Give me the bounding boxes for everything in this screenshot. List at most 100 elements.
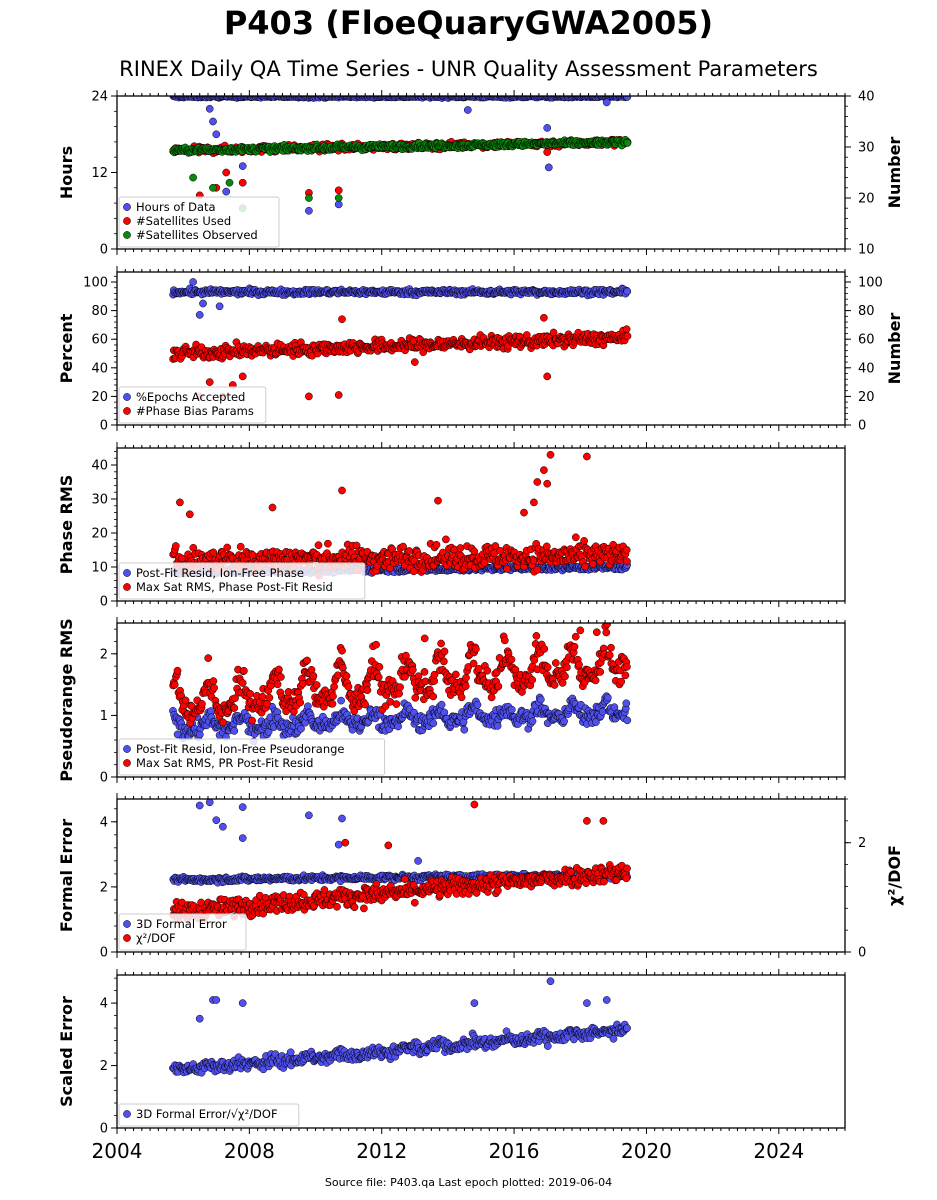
outlier-point <box>238 372 247 381</box>
legend-label: #Phase Bias Params <box>136 404 254 418</box>
y-tick-label: 0 <box>100 595 108 610</box>
data-point <box>623 287 632 296</box>
outlier-point <box>463 106 472 114</box>
legend: Hours of Data#Satellites Used#Satellites… <box>118 196 280 248</box>
outlier-point <box>543 372 552 381</box>
data-point <box>580 537 588 545</box>
data-point <box>314 541 323 550</box>
data-point <box>170 680 179 689</box>
outlier-point <box>209 117 217 126</box>
y-right-tick-label: 20 <box>858 192 875 207</box>
data-point <box>528 717 537 726</box>
y-right-axis-label: Number <box>885 137 904 209</box>
data-point <box>533 565 542 574</box>
legend-label: Max Sat RMS, Phase Post-Fit Resid <box>136 580 333 594</box>
legend-box <box>118 196 280 248</box>
outlier-point <box>520 508 528 517</box>
outlier-point <box>540 466 548 474</box>
outlier-point <box>305 392 313 401</box>
data-point <box>581 562 590 571</box>
y-tick-label: 20 <box>91 527 108 542</box>
legend-label: #Satellites Used <box>136 214 231 228</box>
data-point <box>493 722 502 730</box>
outlier-point <box>334 200 343 209</box>
outlier-point <box>209 183 217 192</box>
data-point <box>473 700 482 709</box>
y-axis-label: Phase RMS <box>57 475 76 575</box>
y-tick-label: 30 <box>91 493 108 508</box>
data-point <box>507 705 516 714</box>
panel-3: 0 10 20 30 40 Phase RMS Post-Fit Resid, Ion-Fr… <box>57 442 846 610</box>
outlier-point <box>176 498 184 507</box>
data-point <box>623 139 632 147</box>
data-point <box>209 677 218 685</box>
data-point <box>536 695 545 704</box>
data-point <box>223 543 232 552</box>
data-point <box>503 565 512 573</box>
legend-label: Post-Fit Resid, Ion-Free Phase <box>136 566 304 580</box>
data-point <box>204 654 213 662</box>
y-tick-label: 12 <box>91 166 108 181</box>
data-point <box>209 548 218 557</box>
y-right-tick-label: 20 <box>858 390 875 405</box>
data-point <box>542 542 551 551</box>
data-point <box>456 544 465 552</box>
outlier-point <box>583 452 591 461</box>
y-right-tick-label: 100 <box>858 276 883 291</box>
data-point <box>622 546 631 554</box>
outlier-point <box>205 378 214 386</box>
data-point <box>198 700 206 708</box>
chart-title: P403 (FloeQuaryGWA2005) <box>223 4 714 42</box>
outlier-point <box>543 148 552 156</box>
y-tick-label: 40 <box>91 361 108 376</box>
outlier-point <box>268 503 277 512</box>
y-tick-label: 24 <box>91 90 108 105</box>
outlier-point <box>338 486 346 495</box>
data-points <box>169 450 631 580</box>
legend-label: %Epochs Accepted <box>136 390 245 404</box>
outlier-point <box>238 162 247 170</box>
outlier-point <box>540 313 548 322</box>
y-tick-label: 0 <box>100 243 108 258</box>
legend-marker <box>123 217 131 225</box>
series-post-fit-resid-ion-free-pseudorange <box>169 692 632 746</box>
chart-subtitle: RINEX Daily QA Time Series - UNR Quality… <box>119 57 818 81</box>
series-max-sat-rms-phase-post-fit-resid <box>169 450 631 580</box>
outlier-point <box>199 299 207 308</box>
outlier-point <box>334 194 343 202</box>
legend: %Epochs Accepted#Phase Bias Params <box>118 386 267 424</box>
outlier-point <box>305 194 313 202</box>
outlier-point <box>602 98 611 107</box>
series--epochs-accepted <box>169 278 632 319</box>
legend-marker <box>123 203 131 211</box>
outlier-point <box>305 206 313 215</box>
data-point <box>622 699 631 708</box>
data-point <box>173 666 182 675</box>
data-point <box>230 727 239 735</box>
series-max-sat-rms-pr-post-fit-resid <box>169 623 631 728</box>
data-point <box>623 96 632 101</box>
legend-marker <box>123 583 131 591</box>
data-point <box>297 724 305 733</box>
data-point <box>571 533 580 542</box>
y-tick-label: 100 <box>83 276 108 291</box>
data-point <box>623 332 632 340</box>
legend-label: Hours of Data <box>136 200 216 214</box>
data-point <box>622 325 631 334</box>
outlier-point <box>410 358 419 366</box>
data-points <box>169 96 632 215</box>
y-tick-label: 40 <box>91 459 108 474</box>
data-point <box>442 535 450 544</box>
data-point <box>324 539 332 548</box>
series-hours-of-data <box>169 96 632 215</box>
outlier-point <box>543 124 552 132</box>
data-point <box>623 557 631 566</box>
outlier-point <box>544 163 553 172</box>
outlier-point <box>205 104 214 113</box>
y-axis-label: Hours <box>57 146 76 199</box>
outlier-point <box>222 187 231 196</box>
legend-marker <box>123 231 131 239</box>
